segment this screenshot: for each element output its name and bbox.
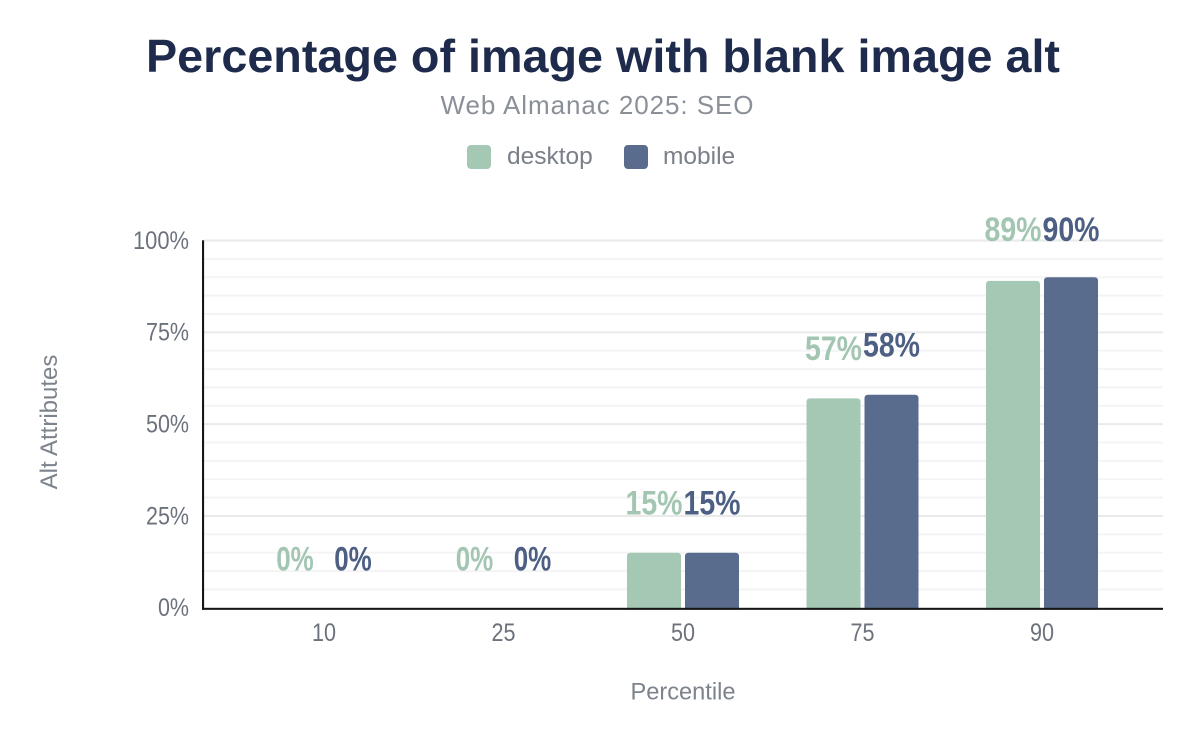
svg-text:desktop: desktop — [507, 143, 593, 170]
svg-text:mobile: mobile — [663, 143, 735, 170]
svg-text:50%: 50% — [146, 410, 189, 438]
svg-text:90: 90 — [1030, 619, 1054, 647]
svg-text:89%: 89% — [985, 211, 1042, 249]
svg-text:15%: 15% — [626, 485, 683, 523]
svg-text:25%: 25% — [146, 502, 189, 530]
svg-text:10: 10 — [312, 619, 336, 647]
svg-text:25: 25 — [492, 619, 516, 647]
svg-text:90%: 90% — [1043, 211, 1100, 249]
svg-text:58%: 58% — [863, 327, 920, 365]
svg-text:Web Almanac 2025: SEO: Web Almanac 2025: SEO — [441, 90, 754, 120]
svg-text:0%: 0% — [276, 541, 314, 579]
svg-text:Percentage of image with blank: Percentage of image with blank image alt — [146, 30, 1060, 82]
svg-text:75%: 75% — [146, 319, 189, 347]
svg-text:0%: 0% — [456, 541, 494, 579]
svg-text:75: 75 — [851, 619, 875, 647]
svg-text:15%: 15% — [684, 485, 741, 523]
svg-text:100%: 100% — [133, 227, 189, 255]
svg-text:50: 50 — [671, 619, 695, 647]
svg-text:Percentile: Percentile — [631, 679, 736, 706]
svg-text:0%: 0% — [334, 541, 372, 579]
svg-text:0%: 0% — [158, 594, 189, 622]
svg-text:0%: 0% — [514, 541, 552, 579]
svg-text:57%: 57% — [805, 330, 862, 368]
svg-text:Alt Attributes: Alt Attributes — [36, 355, 63, 490]
